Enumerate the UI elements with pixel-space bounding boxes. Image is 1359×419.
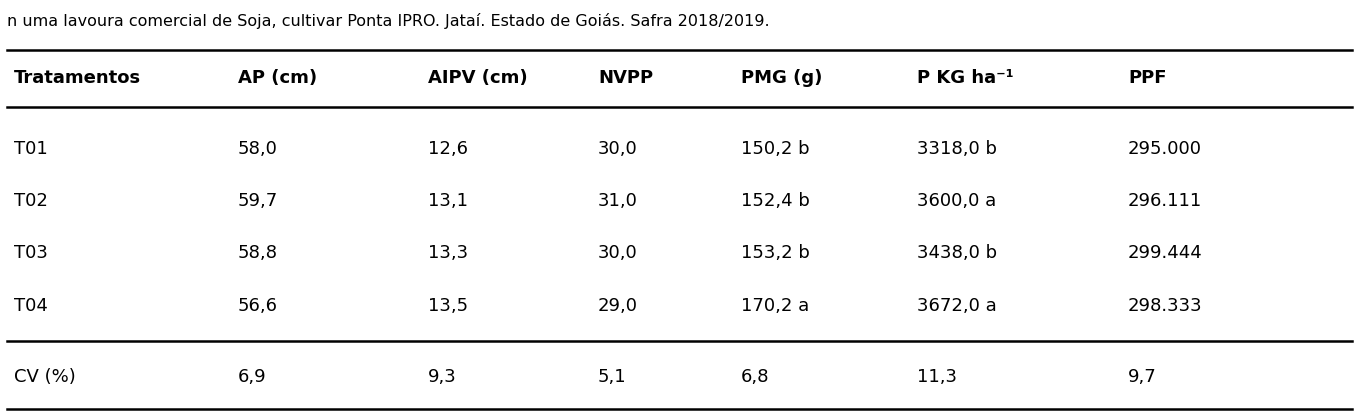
Text: NVPP: NVPP xyxy=(598,69,654,86)
Text: 152,4 b: 152,4 b xyxy=(741,192,810,210)
Text: T03: T03 xyxy=(14,245,48,262)
Text: 12,6: 12,6 xyxy=(428,140,467,158)
Text: 29,0: 29,0 xyxy=(598,297,637,315)
Text: 3318,0 b: 3318,0 b xyxy=(917,140,998,158)
Text: 170,2 a: 170,2 a xyxy=(741,297,809,315)
Text: 3438,0 b: 3438,0 b xyxy=(917,245,998,262)
Text: CV (%): CV (%) xyxy=(14,368,75,386)
Text: 58,0: 58,0 xyxy=(238,140,277,158)
Text: 298.333: 298.333 xyxy=(1128,297,1203,315)
Text: 6,8: 6,8 xyxy=(741,368,769,386)
Text: 30,0: 30,0 xyxy=(598,245,637,262)
Text: 30,0: 30,0 xyxy=(598,140,637,158)
Text: T01: T01 xyxy=(14,140,48,158)
Text: PPF: PPF xyxy=(1128,69,1166,86)
Text: 9,3: 9,3 xyxy=(428,368,457,386)
Text: T02: T02 xyxy=(14,192,48,210)
Text: PMG (g): PMG (g) xyxy=(741,69,822,86)
Text: 13,3: 13,3 xyxy=(428,245,469,262)
Text: 11,3: 11,3 xyxy=(917,368,957,386)
Text: 299.444: 299.444 xyxy=(1128,245,1203,262)
Text: n uma lavoura comercial de Soja, cultivar Ponta IPRO. Jataí. Estado de Goiás. Sa: n uma lavoura comercial de Soja, cultiva… xyxy=(7,13,769,28)
Text: AIPV (cm): AIPV (cm) xyxy=(428,69,527,86)
Text: 58,8: 58,8 xyxy=(238,245,277,262)
Text: 295.000: 295.000 xyxy=(1128,140,1201,158)
Text: T04: T04 xyxy=(14,297,48,315)
Text: Tratamentos: Tratamentos xyxy=(14,69,141,86)
Text: 9,7: 9,7 xyxy=(1128,368,1157,386)
Text: 3600,0 a: 3600,0 a xyxy=(917,192,996,210)
Text: 13,1: 13,1 xyxy=(428,192,467,210)
Text: P KG ha⁻¹: P KG ha⁻¹ xyxy=(917,69,1014,86)
Text: AP (cm): AP (cm) xyxy=(238,69,317,86)
Text: 59,7: 59,7 xyxy=(238,192,279,210)
Text: 56,6: 56,6 xyxy=(238,297,277,315)
Text: 150,2 b: 150,2 b xyxy=(741,140,809,158)
Text: 31,0: 31,0 xyxy=(598,192,637,210)
Text: 5,1: 5,1 xyxy=(598,368,626,386)
Text: 6,9: 6,9 xyxy=(238,368,266,386)
Text: 13,5: 13,5 xyxy=(428,297,469,315)
Text: 296.111: 296.111 xyxy=(1128,192,1203,210)
Text: 153,2 b: 153,2 b xyxy=(741,245,810,262)
Text: 3672,0 a: 3672,0 a xyxy=(917,297,998,315)
